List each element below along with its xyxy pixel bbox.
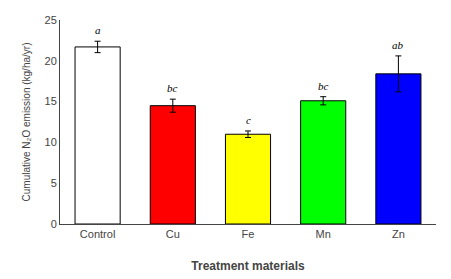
svg-text:Cu: Cu [166,228,180,240]
svg-text:15: 15 [45,95,57,107]
svg-text:bc: bc [167,82,178,94]
svg-text:Cumulative N₂O emission (kg/ha: Cumulative N₂O emission (kg/ha/yr) [21,43,32,202]
svg-text:Mn: Mn [316,228,331,240]
svg-text:a: a [95,24,101,36]
svg-text:10: 10 [45,136,57,148]
svg-text:5: 5 [51,177,57,189]
svg-text:bc: bc [318,80,329,92]
svg-text:c: c [246,114,251,126]
svg-text:ab: ab [392,39,404,51]
svg-text:Control: Control [80,228,115,240]
svg-text:0: 0 [51,218,57,230]
svg-text:Treatment materials: Treatment materials [191,259,305,273]
svg-text:20: 20 [45,55,57,67]
svg-text:Fe: Fe [242,228,255,240]
svg-text:25: 25 [45,14,57,26]
svg-text:Zn: Zn [392,228,405,240]
